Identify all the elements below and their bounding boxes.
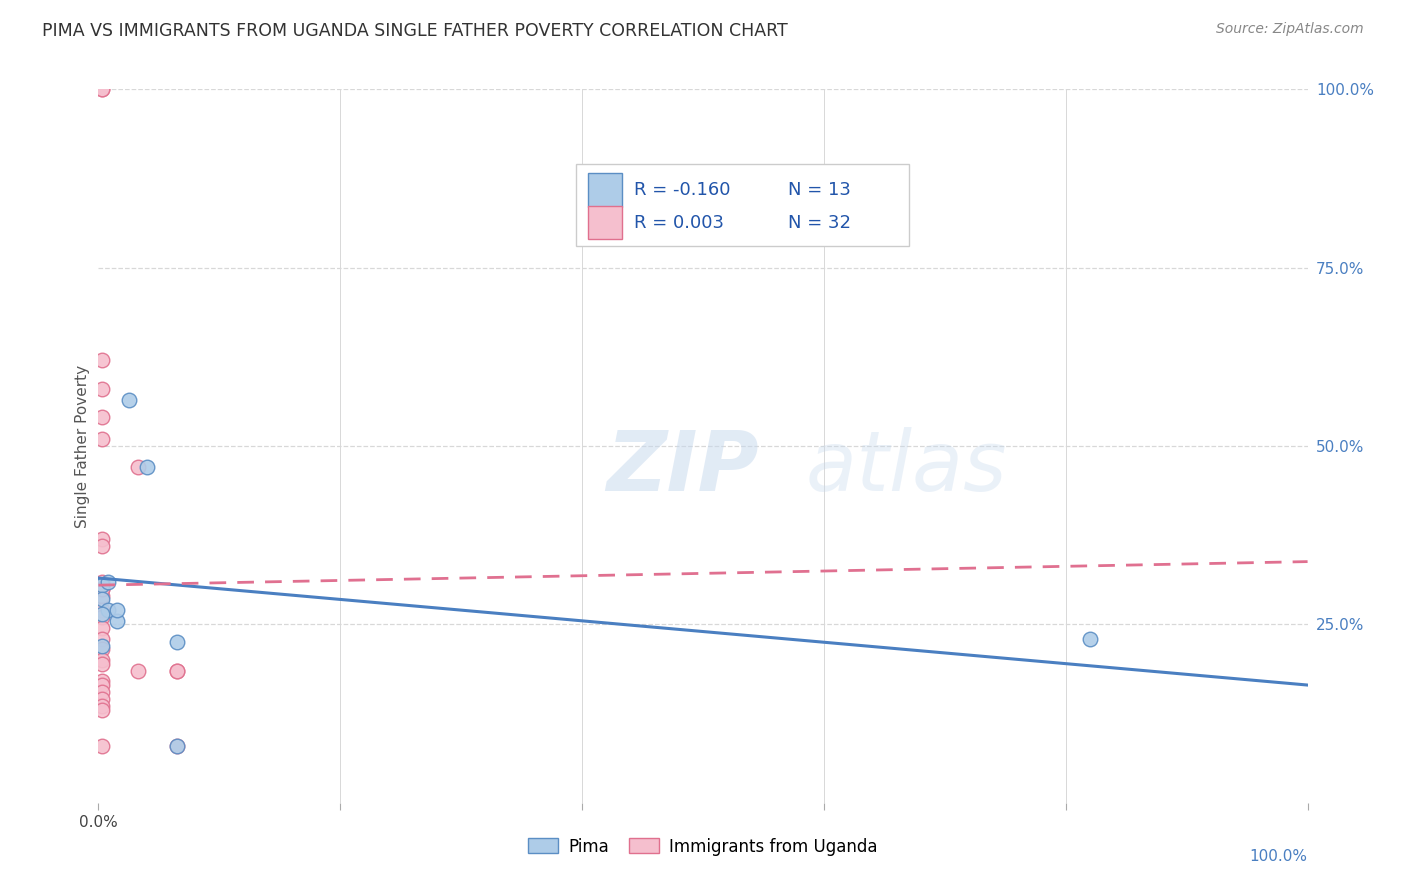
- Point: [91, 574, 114, 589]
- Text: R = -0.160: R = -0.160: [634, 181, 731, 199]
- Point: [91, 410, 114, 425]
- Point: [97, 574, 120, 589]
- Point: [91, 82, 114, 96]
- Text: atlas: atlas: [806, 427, 1008, 508]
- Point: [105, 603, 128, 617]
- Point: [91, 653, 114, 667]
- Point: [166, 664, 188, 678]
- Text: R = 0.003: R = 0.003: [634, 214, 724, 232]
- Point: [91, 578, 114, 592]
- Point: [127, 460, 149, 475]
- Point: [135, 460, 157, 475]
- Point: [105, 614, 128, 628]
- Point: [91, 582, 114, 596]
- Point: [91, 642, 114, 657]
- Point: [91, 382, 114, 396]
- Point: [166, 739, 188, 753]
- Point: [91, 607, 114, 621]
- FancyBboxPatch shape: [588, 205, 621, 239]
- Point: [118, 392, 141, 407]
- Point: [91, 703, 114, 717]
- Point: [91, 610, 114, 624]
- Point: [97, 603, 120, 617]
- Point: [91, 432, 114, 446]
- Point: [91, 532, 114, 546]
- Point: [91, 539, 114, 553]
- Point: [1078, 632, 1101, 646]
- FancyBboxPatch shape: [588, 173, 621, 207]
- Point: [91, 657, 114, 671]
- Point: [91, 685, 114, 699]
- Text: 100.0%: 100.0%: [1250, 849, 1308, 864]
- Point: [91, 603, 114, 617]
- Point: [91, 621, 114, 635]
- Text: ZIP: ZIP: [606, 427, 759, 508]
- Text: N = 13: N = 13: [787, 181, 851, 199]
- Point: [91, 353, 114, 368]
- Text: PIMA VS IMMIGRANTS FROM UGANDA SINGLE FATHER POVERTY CORRELATION CHART: PIMA VS IMMIGRANTS FROM UGANDA SINGLE FA…: [42, 22, 787, 40]
- Point: [91, 592, 114, 607]
- Point: [166, 635, 188, 649]
- Point: [166, 739, 188, 753]
- Text: Source: ZipAtlas.com: Source: ZipAtlas.com: [1216, 22, 1364, 37]
- Point: [91, 739, 114, 753]
- Point: [91, 582, 114, 596]
- Point: [91, 699, 114, 714]
- FancyBboxPatch shape: [576, 164, 908, 246]
- Text: N = 32: N = 32: [787, 214, 851, 232]
- Point: [91, 692, 114, 706]
- Point: [91, 678, 114, 692]
- Point: [91, 639, 114, 653]
- Point: [127, 664, 149, 678]
- Point: [91, 589, 114, 603]
- Point: [91, 674, 114, 689]
- Point: [91, 82, 114, 96]
- Point: [166, 664, 188, 678]
- Point: [91, 632, 114, 646]
- Point: [91, 578, 114, 592]
- Y-axis label: Single Father Poverty: Single Father Poverty: [75, 365, 90, 527]
- Legend: Pima, Immigrants from Uganda: Pima, Immigrants from Uganda: [522, 831, 884, 863]
